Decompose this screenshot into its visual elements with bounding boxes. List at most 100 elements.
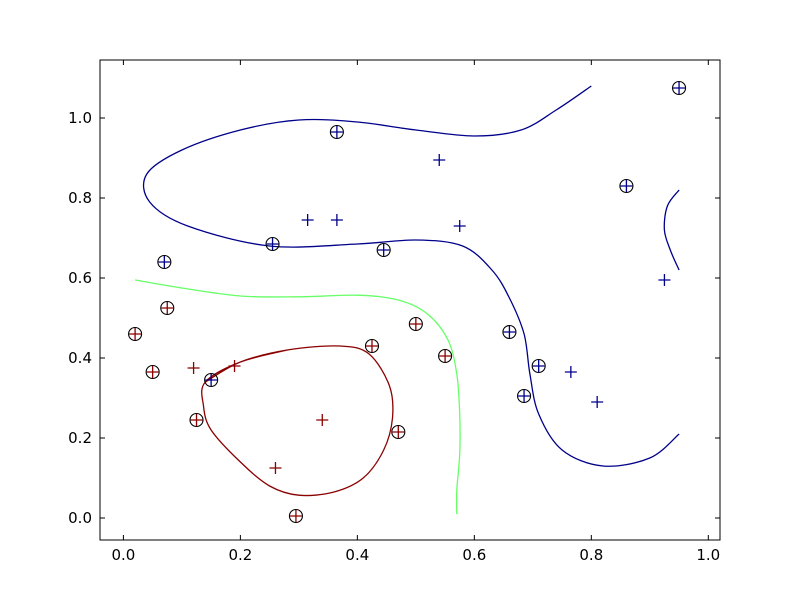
plus-marker [503,326,516,338]
boundary-red-3 [201,345,394,497]
y-tick-label: 0.8 [68,189,92,207]
point-red-0 [160,300,175,316]
point-blue-16 [591,396,604,408]
plus-marker [301,214,314,226]
plus-marker [409,318,422,330]
support-vector-ring [517,388,532,404]
point-red-1 [128,326,143,342]
support-vector-ring [189,412,204,428]
y-tick-label: 0.6 [68,269,92,287]
point-red-6 [187,362,200,374]
plot-frame [99,59,721,541]
plus-marker [518,390,531,402]
support-vector-ring [672,80,687,96]
point-red-8 [189,412,204,428]
x-tick-label: 0.4 [345,546,369,564]
point-blue-4 [301,214,314,226]
plus-marker [591,396,604,408]
point-blue-9 [157,254,172,270]
plus-marker [269,462,282,474]
support-vector-ring [376,242,391,258]
plus-marker [205,374,218,386]
point-blue-10 [658,274,671,286]
point-blue-8 [376,242,391,258]
plus-marker [673,82,686,94]
support-vector-ring [265,236,280,252]
support-vector-ring [408,316,423,332]
x-tick-label: 1.0 [696,546,720,564]
plus-marker [433,154,446,166]
support-vector-ring [288,508,303,524]
x-tick-label: 0.6 [462,546,486,564]
point-red-3 [364,338,380,354]
support-vector-ring [502,324,517,340]
point-blue-1 [433,154,446,166]
boundary-blue-0 [142,85,680,467]
support-vector-ring [145,364,160,380]
support-vector-ring [329,124,344,140]
plus-marker [187,362,200,374]
point-blue-5 [330,214,343,226]
x-tick-label: 0.8 [579,546,603,564]
support-vector-ring [391,424,406,440]
point-red-9 [316,414,329,426]
support-vector-ring [619,178,634,194]
plus-marker [658,274,671,286]
y-tick-label: 0.0 [68,509,92,527]
point-blue-14 [204,372,219,388]
point-blue-13 [564,366,577,378]
plus-marker [392,426,405,438]
point-blue-15 [517,388,532,404]
plus-marker [365,340,378,352]
data-points [128,80,687,524]
support-vector-ring [438,348,453,364]
plus-marker [439,350,452,362]
decision-boundaries [134,85,680,515]
y-tick-label: 1.0 [68,109,92,127]
point-blue-11 [502,324,517,340]
point-red-5 [145,364,160,380]
point-blue-12 [531,358,546,374]
point-red-4 [438,348,453,364]
plus-marker [129,328,142,340]
plus-marker [266,238,279,250]
plus-marker [532,360,545,372]
point-blue-2 [672,80,687,96]
point-red-11 [269,462,282,474]
plus-marker [228,360,241,372]
plus-marker [620,180,633,192]
plus-marker [564,366,577,378]
support-vector-ring [160,300,175,316]
plus-marker [330,214,343,226]
plus-marker [289,510,302,522]
point-blue-0 [329,124,344,140]
axes: 0.0 0.2 0.4 0.6 0.8 1.0 0.0 0.2 0.4 0.6 0.8 1.0 [68,60,720,564]
x-tick-label: 0.2 [228,546,252,564]
plus-marker [330,126,343,138]
support-vector-ring [128,326,143,342]
plus-marker [158,256,171,268]
point-red-10 [391,424,406,440]
plus-marker [453,220,466,232]
boundary-mid-2 [134,279,461,515]
plus-marker [316,414,329,426]
y-tick-label: 0.2 [68,429,92,447]
support-vector-ring [531,358,546,374]
x-tick-label: 0.0 [111,546,135,564]
plus-marker [190,414,203,426]
support-vector-ring [157,254,172,270]
boundary-blue-1 [663,189,680,271]
point-blue-7 [265,236,280,252]
support-vector-ring [364,338,380,354]
point-blue-3 [619,178,634,194]
y-tick-label: 0.4 [68,349,92,367]
plus-marker [161,302,174,314]
point-red-7 [228,360,241,372]
plus-marker [377,244,390,256]
point-blue-6 [453,220,466,232]
point-red-2 [408,316,423,332]
plus-marker [146,366,159,378]
point-red-12 [288,508,303,524]
support-vector-ring [204,372,219,388]
